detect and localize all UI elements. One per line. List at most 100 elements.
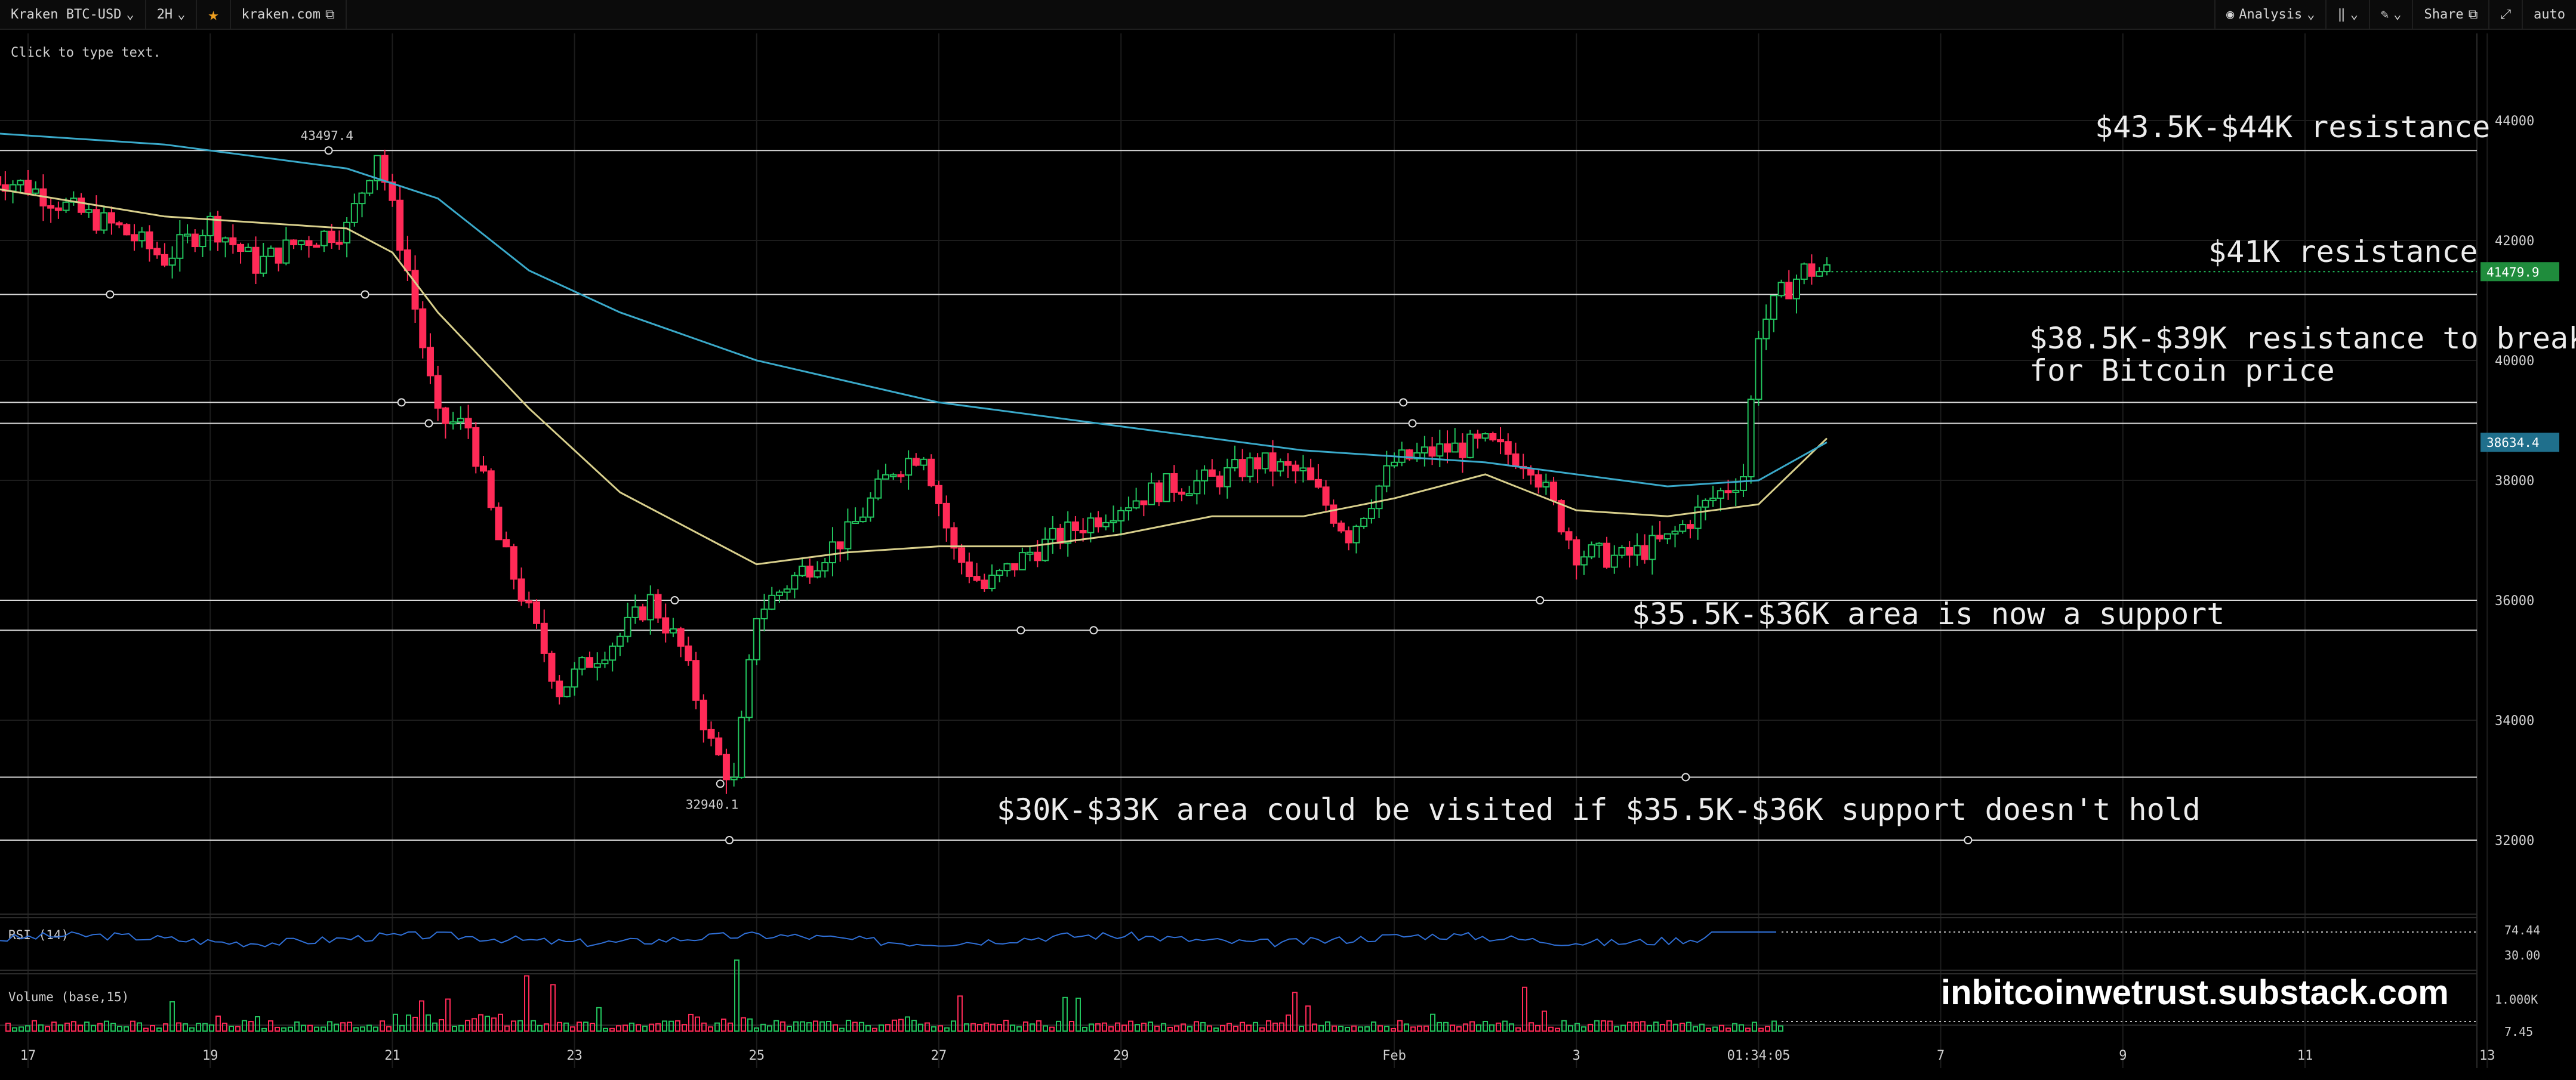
volume-bar bbox=[1154, 1025, 1160, 1032]
time-axis-label: 17 bbox=[20, 1048, 36, 1063]
candle-body bbox=[783, 588, 791, 593]
volume-bar bbox=[1529, 1022, 1534, 1032]
candle-body bbox=[791, 575, 799, 590]
volume-bar bbox=[826, 1020, 831, 1032]
volume-bar bbox=[1732, 1023, 1737, 1032]
volume-bar bbox=[1647, 1025, 1652, 1032]
volume-bar bbox=[1286, 1014, 1291, 1032]
volume-bar bbox=[537, 1025, 543, 1032]
candle-body bbox=[1026, 551, 1034, 555]
volume-bar bbox=[1614, 1026, 1619, 1032]
volume-bar bbox=[25, 1025, 30, 1032]
candle-body bbox=[1534, 474, 1542, 488]
candle-body bbox=[1444, 443, 1452, 453]
volume-bar bbox=[531, 1020, 536, 1032]
interval-selector[interactable]: 2H ⌄ bbox=[146, 0, 198, 29]
candle-body bbox=[176, 234, 184, 259]
time-axis-label: 27 bbox=[931, 1048, 947, 1063]
price-axis-label: 32000 bbox=[2495, 834, 2534, 848]
volume-bar bbox=[478, 1014, 483, 1032]
price-axis-label: 34000 bbox=[2495, 714, 2534, 729]
volume-bar bbox=[1561, 1020, 1567, 1032]
volume-bar bbox=[1410, 1026, 1416, 1032]
candle-body bbox=[0, 176, 2, 186]
candle-body bbox=[1481, 433, 1489, 439]
favorite-button[interactable]: ★ bbox=[197, 0, 231, 29]
candle-body bbox=[1261, 452, 1269, 470]
interval-label: 2H bbox=[156, 7, 173, 22]
volume-bar bbox=[426, 1014, 431, 1032]
candle-body bbox=[1124, 507, 1132, 511]
chart-type-button[interactable]: ‖ ⌄ bbox=[2325, 0, 2369, 29]
volume-bar bbox=[71, 1021, 76, 1032]
volume-bar bbox=[577, 1022, 582, 1032]
draw-tool-button[interactable]: ✎ ⌄ bbox=[2368, 0, 2412, 29]
candle-body bbox=[1102, 522, 1110, 527]
candle-body bbox=[548, 652, 556, 682]
auto-scale-button[interactable]: auto bbox=[2522, 0, 2576, 29]
candle-body bbox=[260, 255, 267, 274]
candle-body bbox=[389, 181, 396, 201]
candle-body bbox=[844, 521, 852, 550]
candle-body bbox=[1003, 563, 1011, 572]
annotation-text: $35.5K-$36K area is now a support bbox=[1632, 597, 2224, 631]
volume-bar bbox=[215, 1016, 221, 1032]
share-button[interactable]: Share ⧉ bbox=[2412, 0, 2488, 29]
price-tag-label: 38634.4 bbox=[2486, 436, 2540, 450]
volume-bar bbox=[1325, 1021, 1330, 1032]
volume-bar bbox=[1476, 1024, 1481, 1032]
candle-body bbox=[1633, 545, 1641, 556]
candle-body bbox=[1557, 500, 1565, 533]
volume-bar bbox=[898, 1019, 904, 1032]
volume-bar bbox=[1778, 1025, 1783, 1032]
symbol-selector[interactable]: Kraken BTC-USD ⌄ bbox=[0, 0, 146, 29]
candle-body bbox=[1170, 473, 1178, 493]
candle-body bbox=[403, 249, 411, 271]
candle-body bbox=[912, 458, 920, 466]
volume-bar bbox=[793, 1021, 799, 1032]
top-toolbar: Kraken BTC-USD ⌄ 2H ⌄ ★ kraken.com ⧉ ◉ Analy… bbox=[0, 0, 2576, 30]
candle-body bbox=[1246, 457, 1254, 477]
fullscreen-button[interactable]: ⤢ bbox=[2488, 0, 2522, 29]
volume-bar bbox=[1187, 1026, 1193, 1032]
volume-bar bbox=[865, 1025, 871, 1032]
volume-bar bbox=[137, 1022, 142, 1032]
candle-body bbox=[730, 776, 738, 780]
volume-bar bbox=[1095, 1023, 1101, 1032]
volume-bar bbox=[819, 1021, 825, 1032]
volume-bar bbox=[1318, 1025, 1324, 1032]
candle-body bbox=[237, 243, 245, 252]
candle-body bbox=[313, 245, 321, 248]
candle-body bbox=[707, 729, 715, 739]
volume-bar bbox=[294, 1021, 300, 1032]
rsi-axis-label: 30.00 bbox=[2504, 948, 2540, 962]
candle-body bbox=[100, 212, 108, 231]
volume-bar bbox=[1148, 1022, 1153, 1032]
source-link[interactable]: kraken.com ⧉ bbox=[231, 0, 347, 29]
volume-bar bbox=[1121, 1025, 1127, 1032]
volume-bar bbox=[183, 1023, 188, 1032]
candle-body bbox=[373, 155, 381, 181]
volume-bar bbox=[852, 1022, 858, 1032]
candle-body bbox=[563, 686, 571, 698]
price-chart[interactable]: $43.5K-$44K resistance $41K resistance $38… bbox=[0, 30, 2576, 1080]
volume-bar bbox=[1016, 1026, 1022, 1032]
time-axis-label: 7 bbox=[1937, 1048, 1945, 1063]
candle-body bbox=[935, 485, 942, 504]
analysis-button[interactable]: ◉ Analysis ⌄ bbox=[2214, 0, 2325, 29]
volume-bar bbox=[938, 1025, 943, 1032]
candle-body bbox=[1345, 530, 1352, 544]
volume-bar bbox=[774, 1020, 779, 1032]
candle-body bbox=[1679, 524, 1687, 532]
volume-bar bbox=[1227, 1023, 1232, 1032]
candle-body bbox=[799, 565, 806, 576]
volume-bar bbox=[1483, 1020, 1488, 1032]
volume-title: Volume (base,15) bbox=[8, 990, 129, 1004]
volume-bar bbox=[944, 1027, 950, 1032]
candle-body bbox=[586, 657, 594, 668]
volume-bar bbox=[491, 1017, 497, 1032]
volume-bar bbox=[701, 1022, 707, 1032]
candles-icon: ‖ bbox=[2337, 7, 2346, 22]
volume-bar bbox=[787, 1026, 792, 1032]
candle-body bbox=[1087, 517, 1095, 533]
